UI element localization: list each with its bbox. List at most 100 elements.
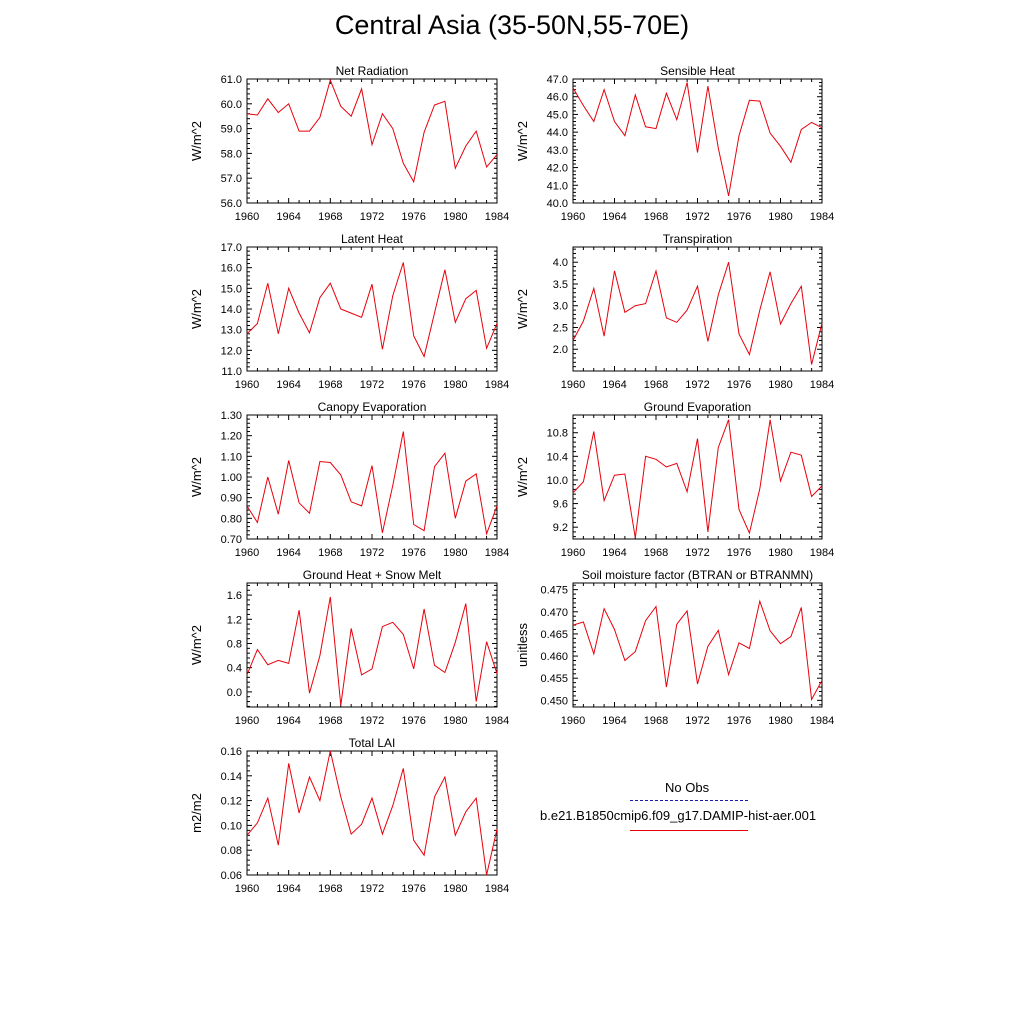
series-line <box>572 599 823 702</box>
y-axis-label: W/m^2 <box>515 289 530 329</box>
y-tick-label: 1.30 <box>221 410 242 422</box>
panel-title: Ground Heat + Snow Melt <box>303 568 442 582</box>
y-tick-label: 10.4 <box>547 451 568 463</box>
x-tick-label: 1972 <box>360 883 384 895</box>
x-tick-label: 1972 <box>360 547 384 559</box>
x-tick-label: 1960 <box>561 715 585 727</box>
x-tick-label: 1972 <box>685 715 709 727</box>
plot-frame <box>572 78 823 204</box>
x-tick-label: 1960 <box>235 883 259 895</box>
x-tick-label: 1984 <box>485 883 509 895</box>
x-tick-label: 1976 <box>401 211 425 223</box>
y-tick-label: 17.0 <box>221 242 242 254</box>
y-tick-label: 0.16 <box>221 746 242 758</box>
x-tick-label: 1964 <box>276 883 300 895</box>
x-tick-label: 1968 <box>318 547 342 559</box>
y-tick-label: 0.06 <box>221 870 242 882</box>
x-tick-label: 1968 <box>318 379 342 391</box>
x-tick-label: 1964 <box>602 379 626 391</box>
plot-frame <box>246 246 498 372</box>
x-tick-label: 1972 <box>360 715 384 727</box>
y-tick-label: 0.90 <box>221 493 242 505</box>
panel-7: 1960 1964 1968 1972 1976 1980 1984 0.450 0.455 0.… <box>515 568 834 727</box>
series-line <box>246 750 498 876</box>
y-tick-label: 56.0 <box>221 198 242 210</box>
y-tick-label: 1.10 <box>221 451 242 463</box>
series-line <box>246 596 498 706</box>
panel-2: 1960 1964 1968 1972 1976 1980 1984 11.0 12.0 13.0… <box>189 232 509 391</box>
y-tick-label: 59.0 <box>221 124 242 136</box>
y-tick-label: 0.80 <box>221 513 242 525</box>
x-tick-label: 1976 <box>727 715 751 727</box>
x-tick-label: 1968 <box>644 379 668 391</box>
y-tick-label: 11.0 <box>221 366 242 378</box>
y-tick-label: 2.0 <box>553 344 568 356</box>
x-tick-label: 1984 <box>810 547 834 559</box>
panel-3: 1960 1964 1968 1972 1976 1980 1984 2.0 2.5 3.0 3.5… <box>515 232 834 391</box>
x-tick-label: 1968 <box>644 211 668 223</box>
plot-frame <box>572 246 823 372</box>
y-tick-label: 0.465 <box>540 629 568 641</box>
plot-frame <box>246 582 498 708</box>
panel-5: 1960 1964 1968 1972 1976 1980 1984 9.2 9.6 10.0 10… <box>515 400 834 559</box>
series-line <box>572 419 823 538</box>
x-tick-label: 1972 <box>360 379 384 391</box>
x-tick-label: 1960 <box>235 211 259 223</box>
x-tick-label: 1984 <box>810 379 834 391</box>
x-tick-label: 1976 <box>727 211 751 223</box>
x-tick-label: 1964 <box>276 379 300 391</box>
x-tick-label: 1972 <box>685 547 709 559</box>
x-tick-label: 1960 <box>561 379 585 391</box>
y-axis-label: unitless <box>515 622 530 667</box>
panel-1: 1960 1964 1968 1972 1976 1980 1984 40.0 41.0 42.0… <box>515 64 834 223</box>
y-tick-label: 12.0 <box>221 345 242 357</box>
x-tick-label: 1976 <box>401 547 425 559</box>
y-tick-label: 1.20 <box>221 431 242 443</box>
x-tick-label: 1968 <box>318 211 342 223</box>
y-tick-label: 14.0 <box>221 304 242 316</box>
x-tick-label: 1984 <box>485 211 509 223</box>
series-line <box>246 78 498 184</box>
x-tick-label: 1980 <box>443 211 467 223</box>
x-tick-label: 1960 <box>561 547 585 559</box>
x-tick-label: 1972 <box>685 211 709 223</box>
plot-frame <box>572 582 823 708</box>
x-tick-label: 1972 <box>685 379 709 391</box>
legend-obs-line <box>630 800 748 801</box>
y-tick-label: 43.0 <box>547 145 568 157</box>
y-tick-label: 47.0 <box>547 74 568 86</box>
series-line <box>572 82 823 197</box>
plot-frame <box>246 750 498 876</box>
y-axis-label: W/m^2 <box>189 121 204 161</box>
x-tick-label: 1964 <box>602 211 626 223</box>
y-tick-label: 0.4 <box>227 663 242 675</box>
y-tick-label: 40.0 <box>547 198 568 210</box>
series-line <box>572 262 823 365</box>
y-tick-label: 15.0 <box>221 283 242 295</box>
x-tick-label: 1980 <box>768 379 792 391</box>
x-tick-label: 1976 <box>401 379 425 391</box>
x-tick-label: 1964 <box>602 715 626 727</box>
x-tick-label: 1976 <box>727 379 751 391</box>
y-tick-label: 0.475 <box>540 585 568 597</box>
y-tick-label: 9.2 <box>553 522 568 534</box>
y-axis-label: W/m^2 <box>189 457 204 497</box>
panel-6: 1960 1964 1968 1972 1976 1980 1984 0.0 0.4 0.8 1.2… <box>189 568 509 727</box>
y-axis-label: W/m^2 <box>515 457 530 497</box>
y-tick-label: 57.0 <box>221 173 242 185</box>
x-tick-label: 1980 <box>443 883 467 895</box>
y-tick-label: 0.12 <box>221 796 242 808</box>
x-tick-label: 1964 <box>276 547 300 559</box>
x-tick-label: 1960 <box>561 211 585 223</box>
x-tick-label: 1980 <box>443 715 467 727</box>
x-tick-label: 1984 <box>485 547 509 559</box>
y-tick-label: 1.2 <box>227 614 242 626</box>
plot-frame <box>572 414 823 540</box>
panel-4: 1960 1964 1968 1972 1976 1980 1984 0.70 0.80 0.90… <box>189 400 509 559</box>
x-tick-label: 1976 <box>727 547 751 559</box>
y-tick-label: 16.0 <box>221 263 242 275</box>
panel-title: Transpiration <box>663 232 733 246</box>
x-tick-label: 1960 <box>235 715 259 727</box>
y-tick-label: 0.8 <box>227 638 242 650</box>
